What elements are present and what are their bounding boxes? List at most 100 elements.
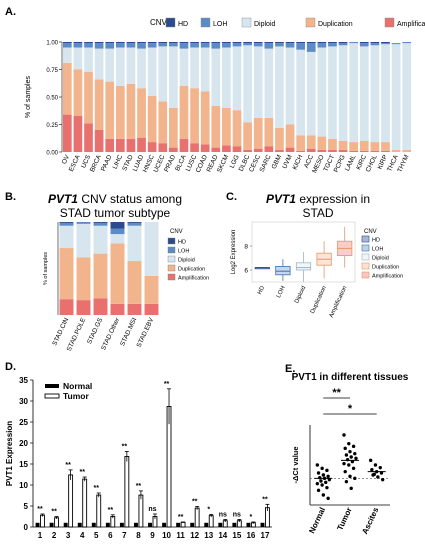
point-e-ascites [378,465,382,470]
y-tick-label-d: 5 [24,502,29,511]
bar-a-duplication [190,88,199,144]
bar-a-loh [222,43,231,48]
bar-a-loh [137,43,146,49]
bar-a-amplification [338,149,348,152]
bar-a-amplification [296,150,305,152]
x-tick-label-c: Amplification [329,285,349,318]
bar-a-diploid [391,44,401,150]
bar-a-duplication [285,124,295,148]
legend-b-diploid-label: Diploid [178,258,195,264]
legend-c-diploid-label: Diploid [372,256,389,262]
box-c-diploid [295,262,312,271]
panel-label-a: A. [5,6,16,18]
legend-a-label-duplication: Duplication [318,21,353,28]
significance-d: ns [233,511,241,518]
x-tick-label-c: HD [257,285,266,296]
bar-a-hd [179,42,189,44]
bar-a-hd [243,42,252,44]
bar-a-diploid [222,47,231,108]
legend-a-title: CNV [150,18,168,27]
bar-a-amplification [222,145,231,152]
bar-b-loh [76,222,91,224]
point-e-normal [316,471,321,475]
bar-a-hd [222,42,231,44]
legend-c-hd-swatch [361,235,370,243]
bar-a-diploid [370,45,380,143]
bar-d-normal [246,522,251,527]
bar-a-duplication [296,135,305,151]
bar-a-loh [190,43,199,48]
bar-a-amplification [275,149,284,152]
significance-d: ** [65,462,71,469]
bar-a-hd [306,42,316,44]
panel-e-title: PVT1 in different tissues [292,372,409,383]
x-tick-label-d: 11 [176,531,185,540]
y-tick-label-d: 0 [24,523,29,532]
bar-a-hd [94,42,104,44]
bar-b-loh [110,228,125,235]
bar-a-diploid [73,47,83,70]
bar-d-tumor [96,494,102,528]
point-e-normal [315,481,320,486]
bar-a-amplification [200,144,210,152]
legend-c-amplification-label: Amplification [372,274,403,280]
bar-b-amplification [93,298,108,315]
bar-a-hd [147,42,157,44]
point-e-normal [324,480,328,485]
point-e-normal [315,463,320,467]
bar-a-loh [94,43,104,49]
bar-b-amplification [76,300,91,315]
point-e-tumor [351,466,356,471]
bar-d-tumor [138,494,144,528]
y-tick-label-d: 10 [19,481,28,490]
bar-a-duplication [147,95,157,143]
bar-a-loh [285,43,295,48]
chart-a: CNV HD LOH Diploid Duplication Amplification 0… [25,17,425,174]
bar-b-diploid [144,222,159,276]
bar-a-amplification [349,150,359,152]
bar-b-diploid [76,223,91,258]
bar-a-duplication [222,108,231,146]
bar-a-hd [285,42,295,44]
legend-a-swatch-loh [200,17,211,28]
bar-a-loh [381,43,390,45]
significance-d: ** [79,469,85,476]
bar-a-loh [126,43,136,48]
bar-d-tumor [166,406,172,528]
significance-e: * [348,403,353,415]
bar-a-duplication [179,86,189,139]
bar-a-diploid [126,47,136,84]
bar-a-loh [179,43,189,49]
point-e-normal [326,496,330,501]
bar-d-normal [105,522,110,527]
bar-a-hd [84,42,93,44]
y-tick-label-c: 6 [244,268,248,275]
legend-d-tumor-label: Tumor [63,391,90,401]
legend-d-tumor-swatch [44,393,60,399]
legend-b-duplication-label: Duplication [178,267,205,273]
bar-a-diploid [317,47,327,137]
bar-a-loh [264,43,274,49]
bar-a-duplication [402,149,412,152]
x-tick-label-c: Duplication [310,285,328,314]
bar-a-duplication [84,71,93,124]
bar-a-loh [84,43,93,48]
bar-d-normal [162,522,167,527]
bar-a-hd [211,42,221,44]
x-tick-label-d: 2 [52,531,57,540]
bar-d-normal [91,522,96,527]
legend-d-normal-label: Normal [63,381,92,391]
bar-a-diploid [105,48,115,82]
legend-b-hd-swatch [167,237,176,245]
y-tick-label-a: 0.75 [46,68,58,74]
bar-a-amplification [105,138,115,152]
bar-a-hd [370,42,380,44]
bar-a-hd [359,42,369,44]
bar-a-duplication [243,122,252,150]
y-axis-label-d: PVT1 Expression [5,421,14,486]
bar-b-duplication [144,275,159,304]
x-tick-label-d: 14 [218,531,227,540]
bar-b-diploid [110,234,125,244]
